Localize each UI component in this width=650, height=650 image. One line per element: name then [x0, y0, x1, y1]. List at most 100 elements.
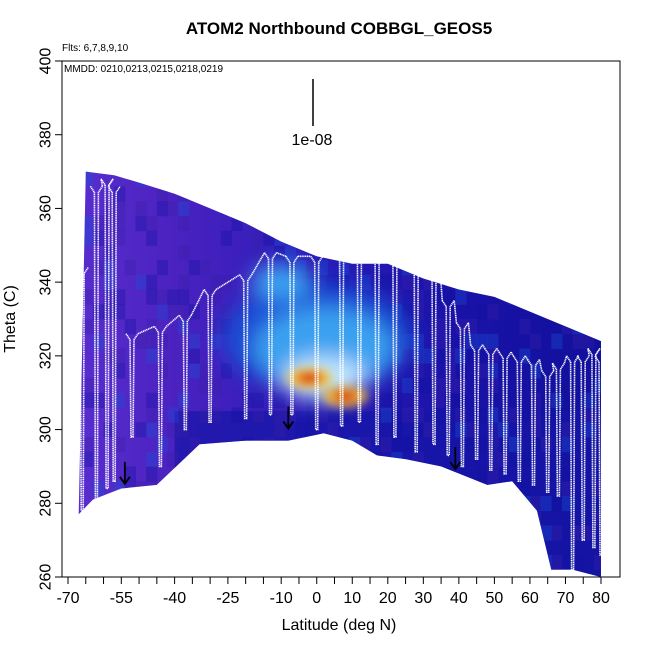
heatmap-cell — [433, 333, 446, 349]
plot-frame — [61, 60, 621, 578]
heatmap-cell — [370, 525, 382, 541]
heatmap-cell — [444, 289, 456, 305]
heatmap-cell — [252, 377, 264, 394]
heatmap-cell — [508, 260, 520, 276]
heatmap-cell — [263, 451, 275, 467]
heatmap-cell — [455, 319, 467, 335]
flight-profile — [541, 370, 555, 493]
flight-profile — [484, 348, 498, 471]
flight-profile — [526, 359, 541, 486]
heatmap-cell — [210, 466, 222, 482]
heatmap-cell — [231, 171, 243, 187]
heatmap-cell — [92, 392, 105, 408]
heatmap-cell — [487, 451, 499, 467]
heatmap-cell — [220, 201, 232, 217]
heatmap-cell — [199, 407, 211, 423]
heatmap-cell — [402, 274, 414, 291]
heatmap-cell — [455, 215, 467, 232]
heatmap-cell — [380, 171, 392, 173]
heatmap-cell — [327, 230, 339, 246]
heatmap-cell — [593, 481, 601, 497]
heatmap-cell — [412, 245, 424, 261]
heatmap-cell — [188, 171, 200, 173]
heatmap-cell — [423, 377, 435, 394]
heatmap-cell — [146, 289, 158, 305]
heatmap-cell — [327, 451, 339, 467]
heatmap-cell — [124, 260, 137, 276]
heatmap-cell — [423, 495, 435, 512]
heatmap-cell — [242, 540, 254, 556]
heatmap-cell — [433, 510, 446, 526]
flight-cruise-segment — [481, 344, 486, 349]
heatmap-cell — [178, 186, 190, 202]
heatmap-cell — [338, 230, 350, 246]
heatmap-cell — [263, 495, 275, 512]
heatmap-cell — [561, 186, 574, 202]
heatmap-cell — [242, 525, 254, 541]
heatmap-cell — [188, 363, 200, 379]
x-axis-label: Latitude (deg N) — [282, 617, 397, 634]
heatmap-cell — [540, 554, 552, 571]
heatmap-cell — [391, 186, 403, 202]
heatmap-cell — [551, 215, 563, 232]
heatmap-cell — [199, 377, 211, 394]
heatmap-cell — [529, 495, 542, 512]
flight-cruise-segment — [322, 251, 336, 258]
heatmap-cell — [348, 495, 360, 512]
heatmap-cell — [465, 495, 478, 512]
flights-label: Flts: 6,7,8,9,10 — [62, 43, 129, 54]
heatmap-cell — [306, 260, 318, 276]
heatmap-cell — [114, 304, 126, 320]
heatmap-cell — [583, 186, 595, 202]
heatmap-cell — [284, 171, 296, 187]
heatmap-cell — [561, 171, 574, 173]
flight-cruise-segment — [594, 348, 601, 357]
heatmap-cell — [114, 348, 126, 364]
heatmap-cell — [274, 230, 286, 246]
flight-cruise-segment — [215, 274, 241, 291]
heatmap-cell — [423, 245, 435, 261]
flight-cruise-segment — [453, 300, 458, 323]
heatmap-cell — [380, 436, 392, 453]
heatmap-cell — [561, 436, 574, 453]
heatmap-cell — [465, 171, 478, 173]
heatmap-cell — [338, 201, 350, 217]
heatmap-cell — [529, 186, 542, 202]
heatmap-cell — [156, 201, 168, 217]
heatmap-cell — [412, 407, 424, 423]
flight-profile — [594, 355, 608, 556]
heatmap-cell — [402, 466, 414, 482]
heatmap-cell — [135, 171, 147, 187]
heatmap-cell — [359, 186, 371, 202]
heatmap-cell — [465, 215, 478, 232]
heatmap-cell — [92, 540, 105, 556]
flight-profile — [551, 362, 566, 497]
heatmap-cell — [508, 436, 520, 453]
heatmap-cell — [135, 540, 147, 556]
heatmap-cell — [476, 466, 488, 482]
heatmap-cell — [146, 392, 158, 408]
heatmap-cell — [529, 333, 542, 349]
heatmap-cell — [135, 215, 147, 232]
heatmap-cell — [82, 230, 94, 246]
y-tick-label: 280 — [38, 490, 55, 517]
heatmap-cell — [146, 319, 158, 335]
heatmap-cell — [92, 260, 105, 276]
heatmap-cell — [284, 201, 296, 217]
heatmap-cell — [231, 186, 243, 202]
heatmap-cell — [146, 348, 158, 364]
heatmap-cell — [561, 481, 574, 497]
heatmap-cell — [583, 245, 595, 261]
heatmap-cell — [519, 230, 531, 246]
heatmap-cell — [497, 510, 510, 526]
heatmap-cell — [551, 495, 563, 512]
heatmap-cell — [508, 215, 520, 232]
heatmap-cell — [306, 274, 318, 291]
heatmap-cell — [487, 348, 499, 364]
heatmap-cell — [114, 215, 126, 232]
heatmap-cell — [274, 481, 286, 497]
heatmap-cell — [444, 363, 456, 379]
heatmap-cell — [135, 274, 147, 291]
heatmap-cell — [348, 481, 360, 497]
heatmap-cell — [465, 230, 478, 246]
